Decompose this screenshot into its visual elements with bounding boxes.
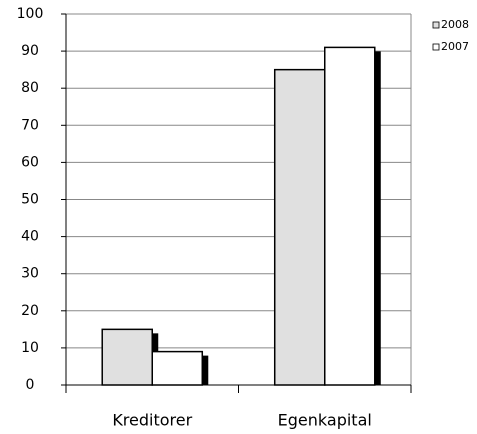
x-tick-label: Kreditorer	[112, 411, 192, 430]
y-tick-label: 90	[21, 43, 39, 59]
bar	[273, 68, 326, 386]
y-tick-label: 10	[21, 340, 39, 356]
x-tick-label: Egenkapital	[278, 411, 372, 430]
y-tick-label: 80	[21, 80, 39, 96]
legend-swatch	[432, 43, 440, 51]
y-tick-label: 50	[21, 192, 39, 208]
y-tick-label: 100	[17, 6, 44, 22]
y-tick-label: 20	[21, 303, 39, 319]
legend-label: 2007	[441, 40, 469, 53]
y-tick-label: 70	[21, 117, 39, 133]
legend-swatch	[432, 21, 440, 29]
bar	[151, 350, 204, 386]
y-tick-label: 40	[21, 229, 39, 245]
bar	[101, 328, 153, 386]
y-tick-label: 30	[21, 266, 39, 282]
bar	[324, 46, 376, 386]
legend-label: 2008	[441, 18, 469, 31]
y-tick-label: 0	[26, 377, 35, 393]
y-tick-label: 60	[21, 154, 39, 170]
